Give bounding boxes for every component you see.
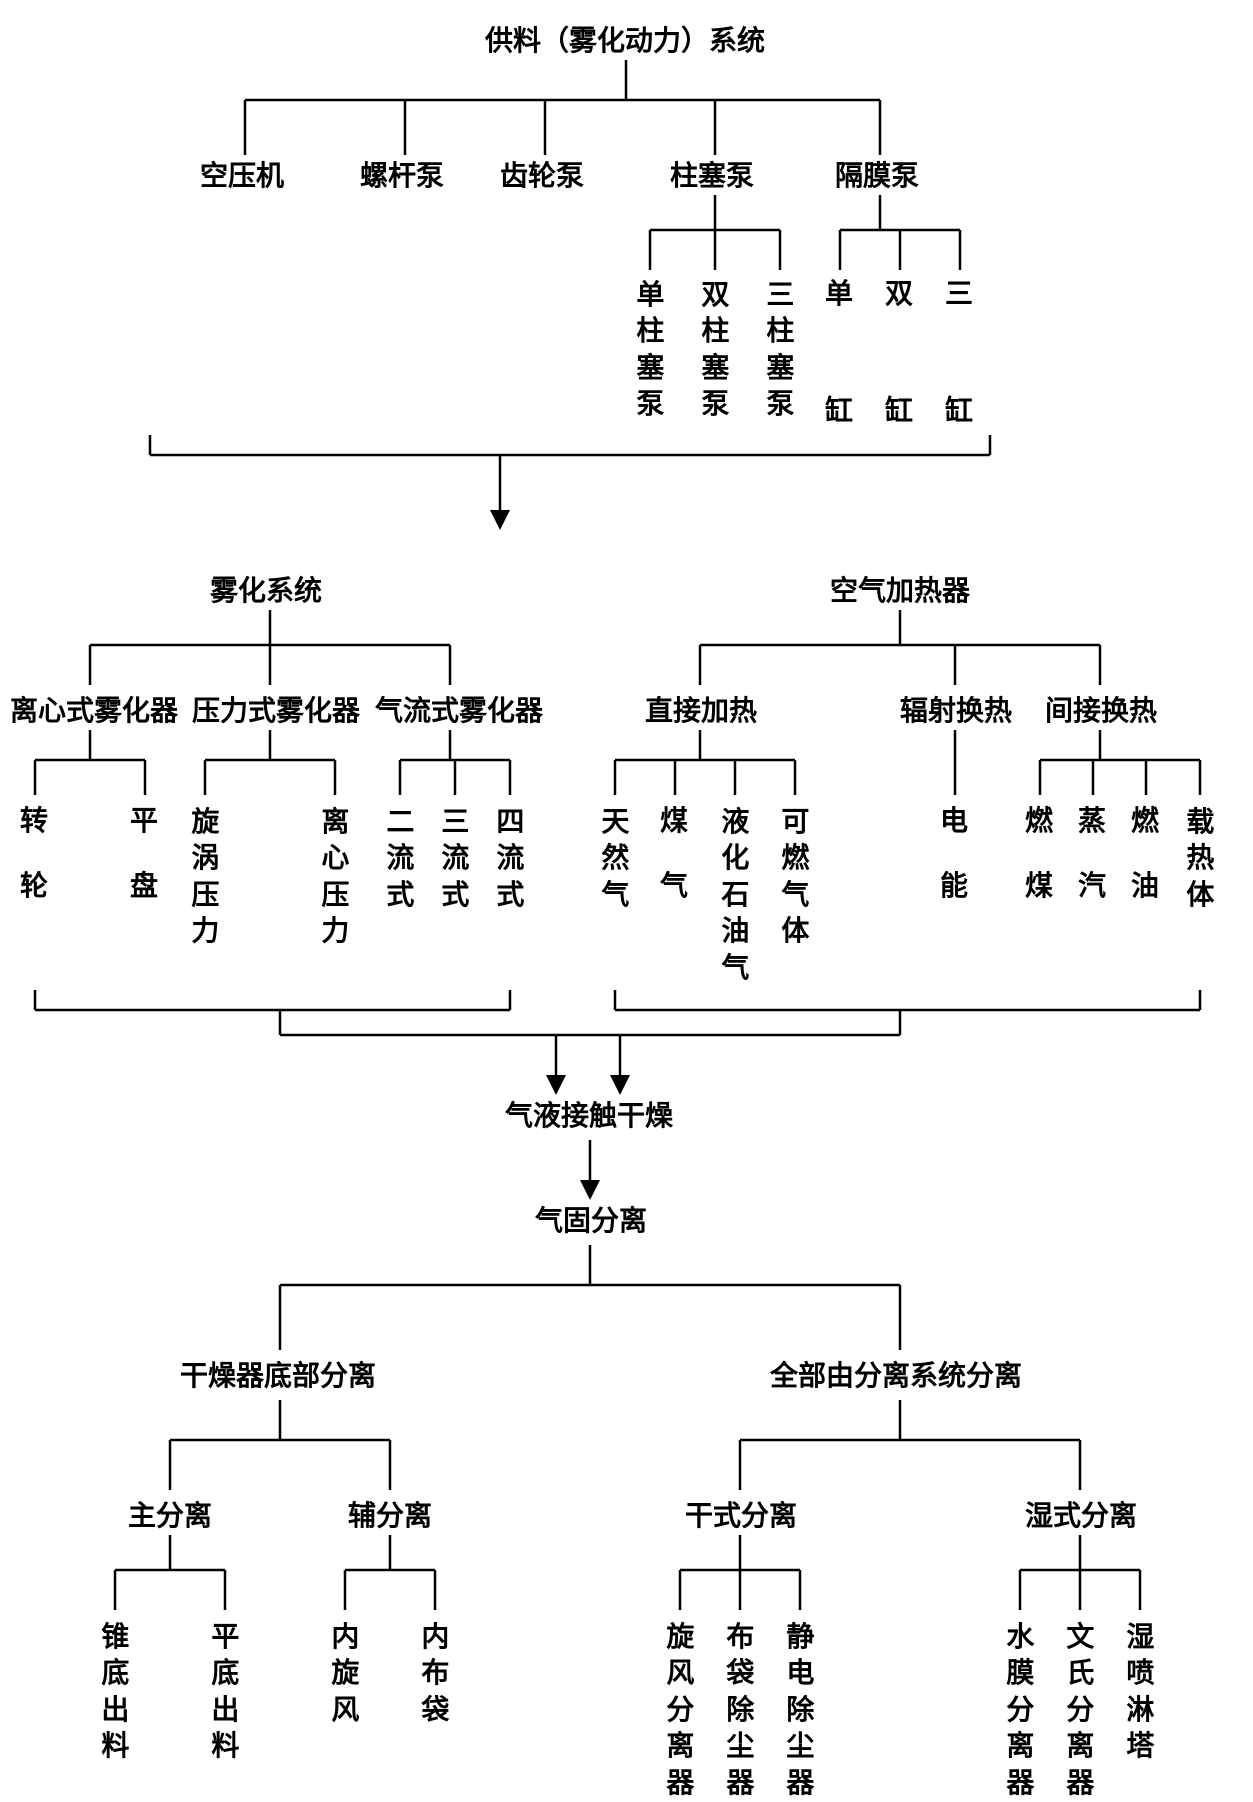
airflow-3: 四流式 — [495, 805, 526, 914]
indirect-4: 载热体 — [1185, 805, 1216, 914]
main-sep-2: 平底出料 — [210, 1620, 241, 1766]
indirect-3t: 燃 — [1131, 805, 1159, 839]
direct-3: 液化石油气 — [720, 805, 751, 987]
diaphragm-3b: 缸 — [945, 395, 973, 429]
atom-type-3: 气流式雾化器 — [375, 695, 543, 729]
atom-type-2: 压力式雾化器 — [192, 695, 360, 729]
sys-sep-2: 湿式分离 — [1025, 1500, 1137, 1534]
radiation-1b: 能 — [940, 870, 968, 904]
centrifugal-2t: 平 — [130, 805, 158, 839]
dry-sep-2: 布袋除尘器 — [725, 1620, 756, 1802]
radiation-1t: 电 — [940, 805, 968, 839]
bottom-sep-1: 主分离 — [128, 1500, 212, 1534]
dry-sep-1: 旋风分离器 — [665, 1620, 696, 1802]
pump-4: 柱塞泵 — [670, 160, 754, 194]
indirect-3b: 油 — [1131, 870, 1159, 904]
contact-node: 气液接触干燥 — [505, 1100, 673, 1134]
plunger-3: 三柱塞泵 — [765, 278, 796, 424]
sys-sep-1: 干式分离 — [685, 1500, 797, 1534]
heater-title: 空气加热器 — [830, 575, 970, 609]
heater-type-3: 间接换热 — [1045, 695, 1157, 729]
root-node: 供料（雾化动力）系统 — [440, 25, 810, 59]
centrifugal-1b: 轮 — [20, 870, 48, 904]
wet-sep-2: 文氏分离器 — [1065, 1620, 1096, 1802]
direct-2b: 气 — [660, 870, 688, 904]
heater-type-2: 辐射换热 — [900, 695, 1012, 729]
pressure-1: 旋涡压力 — [190, 805, 221, 951]
sep-branch-1: 干燥器底部分离 — [180, 1360, 376, 1394]
diaphragm-2t: 双 — [885, 278, 913, 312]
diaphragm-1t: 单 — [825, 278, 853, 312]
atomization-title: 雾化系统 — [210, 575, 322, 609]
aux-sep-2: 内布袋 — [420, 1620, 451, 1729]
diaphragm-3t: 三 — [945, 278, 973, 312]
direct-4: 可燃气体 — [780, 805, 811, 951]
heater-type-1: 直接加热 — [645, 695, 757, 729]
main-sep-1: 锥底出料 — [100, 1620, 131, 1766]
pump-1: 空压机 — [200, 160, 284, 194]
indirect-2t: 蒸 — [1078, 805, 1106, 839]
direct-1: 天然气 — [600, 805, 631, 914]
indirect-1t: 燃 — [1025, 805, 1053, 839]
pump-3: 齿轮泵 — [500, 160, 584, 194]
atom-type-1: 离心式雾化器 — [10, 695, 178, 729]
plunger-2: 双柱塞泵 — [700, 278, 731, 424]
pressure-2: 离心压力 — [320, 805, 351, 951]
aux-sep-1: 内旋风 — [330, 1620, 361, 1729]
diaphragm-1b: 缸 — [825, 395, 853, 429]
separation-title: 气固分离 — [535, 1205, 647, 1239]
dry-sep-3: 静电除尘器 — [785, 1620, 816, 1802]
direct-2t: 煤 — [660, 805, 688, 839]
pump-2: 螺杆泵 — [360, 160, 444, 194]
indirect-1b: 煤 — [1025, 870, 1053, 904]
diaphragm-2b: 缸 — [885, 395, 913, 429]
centrifugal-1t: 转 — [20, 805, 48, 839]
bottom-sep-2: 辅分离 — [348, 1500, 432, 1534]
centrifugal-2b: 盘 — [130, 870, 158, 904]
plunger-1: 单柱塞泵 — [635, 278, 666, 424]
indirect-2b: 汽 — [1078, 870, 1106, 904]
sep-branch-2: 全部由分离系统分离 — [770, 1360, 1022, 1394]
airflow-1: 二流式 — [385, 805, 416, 914]
wet-sep-3: 湿喷淋塔 — [1125, 1620, 1156, 1766]
airflow-2: 三流式 — [440, 805, 471, 914]
pump-5: 隔膜泵 — [835, 160, 919, 194]
wet-sep-1: 水膜分离器 — [1005, 1620, 1036, 1802]
